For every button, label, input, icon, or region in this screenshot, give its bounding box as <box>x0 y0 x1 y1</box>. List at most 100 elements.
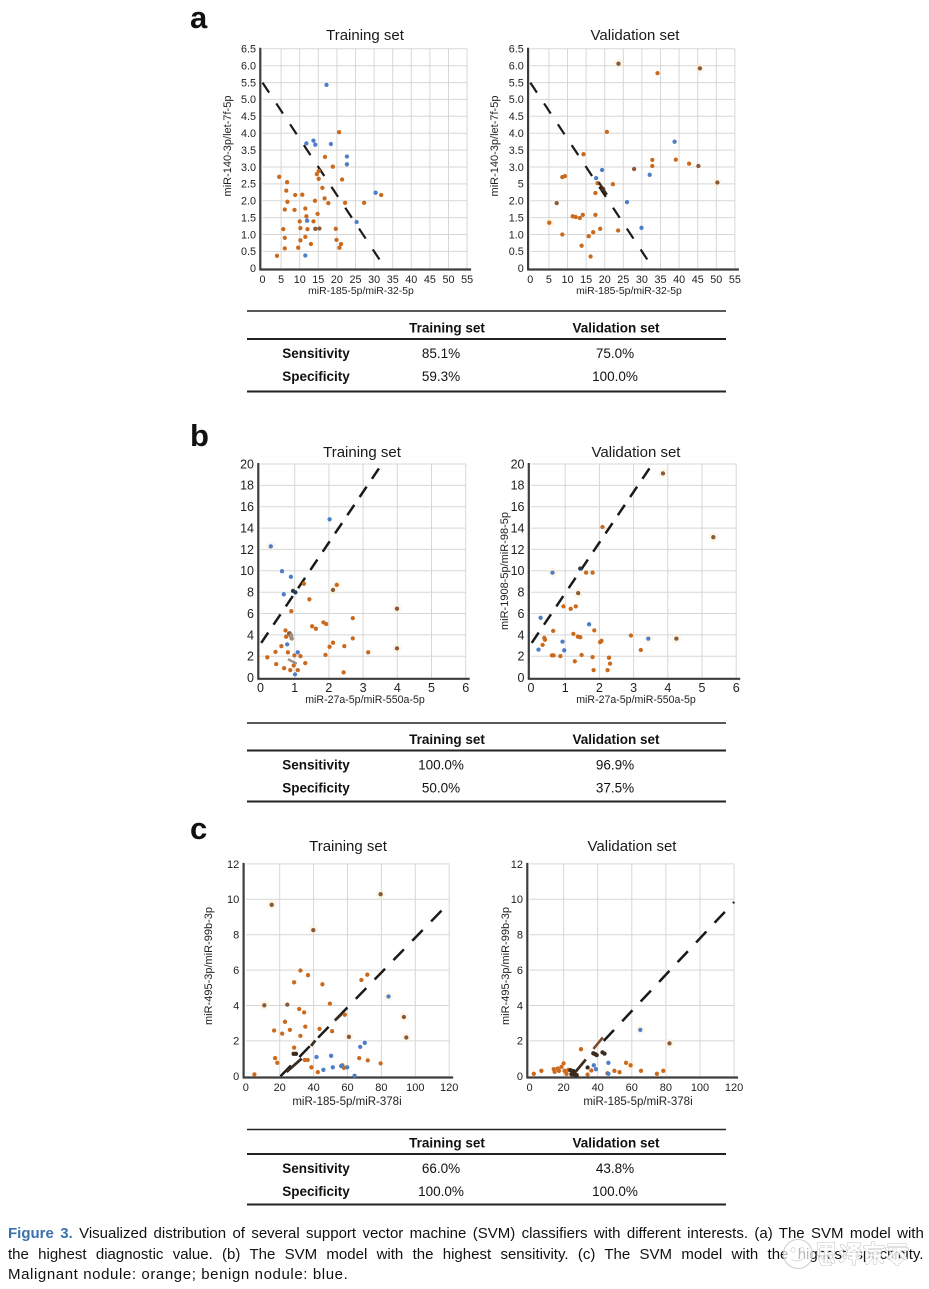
svg-text:43.8%: 43.8% <box>596 1161 634 1176</box>
svg-text:Training set: Training set <box>409 732 485 747</box>
svg-text:0: 0 <box>259 274 265 286</box>
svg-text:miR-495-3p/miR-99b-3p: miR-495-3p/miR-99b-3p <box>203 907 215 1025</box>
svg-text:0.5: 0.5 <box>509 246 524 258</box>
svg-text:59.3%: 59.3% <box>422 369 460 384</box>
svg-text:6.0: 6.0 <box>509 61 524 73</box>
svg-text:50: 50 <box>442 274 454 286</box>
svg-text:40: 40 <box>673 274 685 286</box>
svg-text:0: 0 <box>518 671 525 685</box>
svg-text:Validation set: Validation set <box>572 1136 660 1151</box>
svg-text:miR-27a-5p/miR-550a-5p: miR-27a-5p/miR-550a-5p <box>576 694 696 706</box>
svg-text:120: 120 <box>725 1082 743 1094</box>
svg-text:5.0: 5.0 <box>509 94 524 106</box>
svg-text:4: 4 <box>394 681 401 695</box>
svg-text:14: 14 <box>511 522 525 536</box>
svg-text:Specificity: Specificity <box>282 1184 350 1199</box>
svg-text:3: 3 <box>630 681 637 695</box>
svg-text:Specificity: Specificity <box>282 369 350 384</box>
svg-text:30: 30 <box>636 274 648 286</box>
svg-text:2: 2 <box>518 650 525 664</box>
svg-text:12: 12 <box>240 543 254 557</box>
svg-text:5: 5 <box>278 274 284 286</box>
svg-text:miR-27a-5p/miR-550a-5p: miR-27a-5p/miR-550a-5p <box>305 694 425 706</box>
svg-text:45: 45 <box>692 274 704 286</box>
svg-text:Training set: Training set <box>409 321 485 336</box>
svg-text:miR-185-5p/miR-378i: miR-185-5p/miR-378i <box>292 1096 401 1108</box>
svg-text:6: 6 <box>518 607 525 621</box>
svg-text:0: 0 <box>518 263 524 275</box>
svg-text:Validation set: Validation set <box>592 444 682 461</box>
svg-text:40: 40 <box>405 274 417 286</box>
svg-text:6: 6 <box>462 681 469 695</box>
svg-text:50: 50 <box>710 274 722 286</box>
svg-text:6: 6 <box>247 607 254 621</box>
svg-text:16: 16 <box>511 500 525 514</box>
svg-text:40: 40 <box>307 1082 319 1094</box>
svg-text:80: 80 <box>375 1082 387 1094</box>
svg-text:b: b <box>190 418 209 453</box>
svg-text:55: 55 <box>461 274 473 286</box>
svg-text:Training set: Training set <box>326 27 405 44</box>
svg-text:Sensitivity: Sensitivity <box>282 758 350 773</box>
svg-text:75.0%: 75.0% <box>596 346 634 361</box>
svg-text:5: 5 <box>518 179 524 191</box>
svg-text:Training set: Training set <box>323 444 402 461</box>
svg-text:3: 3 <box>360 681 367 695</box>
svg-text:miR-185-5p/miR-32-5p: miR-185-5p/miR-32-5p <box>576 286 682 297</box>
svg-text:40: 40 <box>592 1082 604 1094</box>
svg-text:6: 6 <box>733 681 740 695</box>
svg-text:miR-185-5p/miR-378i: miR-185-5p/miR-378i <box>583 1096 692 1108</box>
svg-text:6.0: 6.0 <box>241 61 256 73</box>
svg-text:3.5: 3.5 <box>509 145 524 157</box>
svg-text:1.5: 1.5 <box>509 212 524 224</box>
svg-text:0: 0 <box>247 671 254 685</box>
svg-text:100.0%: 100.0% <box>418 758 464 773</box>
svg-text:Training set: Training set <box>409 1136 485 1151</box>
svg-text:10: 10 <box>227 894 239 906</box>
svg-text:a: a <box>190 0 208 35</box>
svg-text:miR-495-3p/miR-99b-3p: miR-495-3p/miR-99b-3p <box>500 907 512 1025</box>
svg-text:0: 0 <box>528 681 535 695</box>
svg-text:6: 6 <box>517 965 523 977</box>
svg-text:0: 0 <box>526 1082 532 1094</box>
svg-text:Validation set: Validation set <box>591 27 681 44</box>
svg-text:15: 15 <box>580 274 592 286</box>
svg-text:5.5: 5.5 <box>509 77 524 89</box>
svg-text:Validation set: Validation set <box>572 321 660 336</box>
svg-text:35: 35 <box>654 274 666 286</box>
svg-text:5: 5 <box>428 681 435 695</box>
svg-text:6: 6 <box>233 965 239 977</box>
svg-text:20: 20 <box>511 457 525 471</box>
svg-text:8: 8 <box>517 930 523 942</box>
svg-text:10: 10 <box>240 564 254 578</box>
svg-text:14: 14 <box>240 522 254 536</box>
svg-text:4: 4 <box>517 1000 523 1012</box>
svg-text:3.5: 3.5 <box>241 145 256 157</box>
svg-text:4: 4 <box>233 1000 239 1012</box>
svg-text:0.5: 0.5 <box>241 246 256 258</box>
svg-text:10: 10 <box>511 564 525 578</box>
svg-text:6.5: 6.5 <box>241 44 256 56</box>
svg-text:100: 100 <box>406 1082 424 1094</box>
svg-text:100.0%: 100.0% <box>592 369 638 384</box>
svg-text:1.0: 1.0 <box>241 229 256 241</box>
svg-text:100.0%: 100.0% <box>418 1184 464 1199</box>
svg-text:1: 1 <box>562 681 569 695</box>
svg-text:20: 20 <box>331 274 343 286</box>
svg-text:20: 20 <box>240 457 254 471</box>
svg-text:2.5: 2.5 <box>241 179 256 191</box>
svg-text:3.0: 3.0 <box>509 162 524 174</box>
svg-text:30: 30 <box>368 274 380 286</box>
svg-text:2.0: 2.0 <box>509 196 524 208</box>
svg-text:2: 2 <box>247 650 254 664</box>
svg-text:37.5%: 37.5% <box>596 781 634 796</box>
svg-text:100: 100 <box>691 1082 709 1094</box>
svg-text:0: 0 <box>527 274 533 286</box>
svg-text:Sensitivity: Sensitivity <box>282 346 350 361</box>
svg-text:Sensitivity: Sensitivity <box>282 1161 350 1176</box>
svg-text:20: 20 <box>274 1082 286 1094</box>
svg-text:miR-140-3p/let-7f-5p: miR-140-3p/let-7f-5p <box>489 96 501 197</box>
svg-text:12: 12 <box>511 543 525 557</box>
svg-text:0: 0 <box>243 1082 249 1094</box>
svg-text:96.9%: 96.9% <box>596 758 634 773</box>
